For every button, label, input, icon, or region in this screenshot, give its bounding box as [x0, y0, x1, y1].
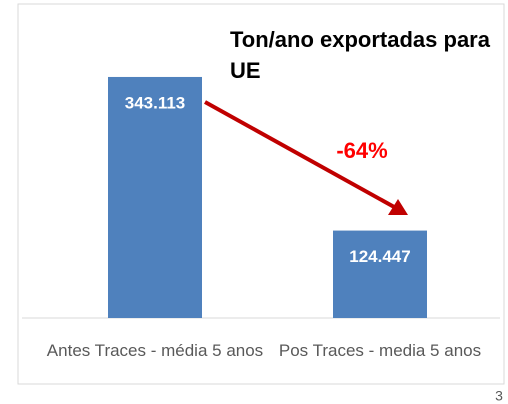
x-tick-label: Pos Traces - media 5 anos [278, 341, 482, 360]
bar [333, 230, 427, 318]
annotation: -64% [336, 138, 387, 163]
chart-border [17, 3, 505, 385]
bar [108, 76, 202, 318]
x-tick-label: Antes Traces - média 5 anos [46, 341, 264, 360]
arrow [204, 100, 397, 210]
data-label: 343.113 [125, 93, 186, 112]
chart-title: Ton/ano exportadas para UE [230, 27, 490, 83]
page-number: 3 [495, 388, 503, 404]
arrow-head [388, 199, 408, 215]
data-label: 124.447 [349, 247, 410, 266]
